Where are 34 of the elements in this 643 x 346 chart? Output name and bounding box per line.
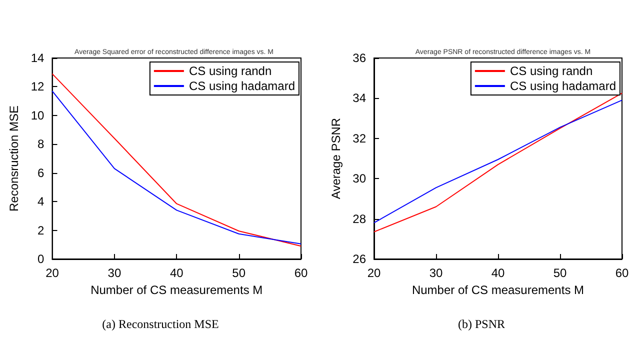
y-axis-title: Average PSNR — [328, 118, 343, 200]
legend-label: CS using hadamard — [188, 79, 295, 93]
y-tick-label: 10 — [30, 108, 45, 122]
x-tick-label: 40 — [170, 266, 184, 280]
x-tick-label: 40 — [491, 266, 505, 280]
y-tick-label: 32 — [352, 131, 366, 146]
x-tick-label: 30 — [108, 266, 122, 280]
x-tick-label: 20 — [46, 266, 60, 280]
x-tick-label: 50 — [553, 266, 567, 280]
y-tick-label: 2 — [38, 223, 45, 238]
x-tick-label: 30 — [429, 266, 443, 280]
y-tick-label: 12 — [30, 80, 45, 94]
x-axis-title: Number of CS measurements M — [412, 282, 584, 297]
y-tick-label: 6 — [38, 166, 45, 180]
x-tick-label: 60 — [294, 266, 308, 280]
y-tick-label: 8 — [38, 137, 45, 152]
y-tick-label: 4 — [38, 194, 45, 209]
legend-label: CS using randn — [510, 64, 593, 78]
text: (b) PSNR — [458, 317, 506, 331]
x-tick-label: 20 — [367, 266, 381, 280]
x-tick-label: 50 — [232, 266, 246, 280]
y-tick-label: 30 — [352, 172, 366, 186]
y-tick-label: 28 — [352, 212, 366, 226]
legend-label: CS using randn — [188, 64, 272, 78]
y-tick-label: 14 — [30, 51, 45, 65]
y-tick-label: 34 — [352, 91, 366, 106]
x-tick-label: 60 — [615, 266, 629, 280]
y-tick-label: 0 — [38, 252, 45, 266]
y-axis-title: Reconsruction MSE — [7, 105, 21, 212]
legend-label: CS using hadamard — [510, 79, 616, 93]
text: (a) Reconstruction MSE — [102, 317, 219, 331]
y-tick-label: 36 — [352, 51, 366, 65]
y-tick-label: 26 — [352, 252, 366, 266]
x-axis-title: Number of CS measurements M — [90, 282, 263, 297]
